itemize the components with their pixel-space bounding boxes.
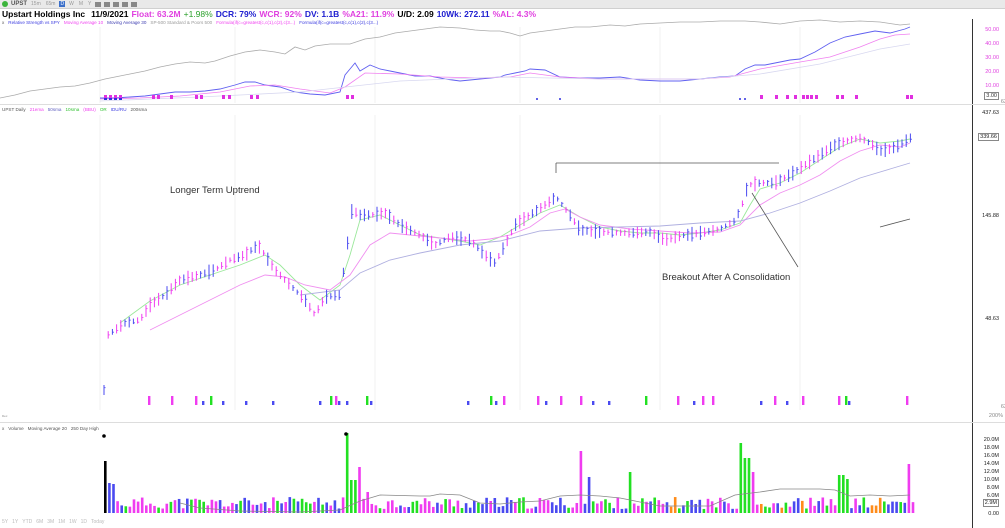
legend-rs-spy[interactable]: Relative Strength vs SPY (8, 20, 60, 25)
rs-chart (0, 19, 913, 103)
10wk-stat: 10Wk: 272.11 (436, 9, 490, 19)
current-date: 11/9/2021 (91, 9, 129, 19)
price-chart: Dec (2, 115, 912, 418)
legend-200sma[interactable]: 200sma (130, 107, 147, 112)
volume-current-value: 2.9M (982, 499, 999, 507)
wcr-stat: WCR: 92% (259, 9, 302, 19)
rs-current-value: 3.00 (984, 92, 999, 100)
al-stat: %AL: 4.3% (492, 9, 537, 19)
legend-formula-2[interactable]: Formula(if(c=greatest(c,c(1),c(2),c(3...… (299, 20, 379, 25)
bar-chart-icon[interactable] (104, 1, 111, 7)
settings-icon[interactable] (113, 1, 120, 7)
volume-legend: x Volume Moving Average 20 250 Day High (2, 426, 99, 431)
rs-legend: x Relative Strength vs SPY Moving Averag… (2, 20, 378, 25)
legend-50sma[interactable]: 50sma (47, 107, 62, 112)
range-ytd-button[interactable]: YTD (22, 519, 33, 525)
a21-stat: %A21: 11.9% (342, 9, 395, 19)
rs-y-axis: 50.00 40.00 30.00 20.00 10.00 3.00 63 (972, 19, 1005, 105)
top-toolbar: UPST 15m 65m D W M Y (0, 0, 1005, 9)
info-bar: Upstart Holdings Inc 11/9/2021 Float: 63… (0, 9, 1005, 19)
volume-panel: x Volume Moving Average 20 250 Day High … (0, 423, 1005, 528)
range-1y-button[interactable]: 1Y (12, 519, 19, 525)
price-legend: UPST Daily 21ema 50sma 10sma (BBU) OR ID… (2, 107, 147, 112)
company-name: Upstart Holdings Inc (2, 9, 86, 19)
zoom-level[interactable]: 200% (988, 413, 1003, 419)
svg-text:Dec: Dec (2, 414, 8, 418)
legend-ma10[interactable]: Moving Average 10 (63, 20, 104, 25)
interval-yearly-button[interactable]: Y (88, 1, 92, 7)
legend-or[interactable]: OR (99, 107, 107, 112)
dcr-stat: DCR: 79% (215, 9, 257, 19)
float-stat: Float: 63.2M (131, 9, 181, 19)
interval-daily-button[interactable]: D (59, 1, 66, 7)
legend-upst-daily[interactable]: UPST Daily (2, 107, 26, 112)
legend-ma30[interactable]: Moving Average 30 (107, 20, 147, 25)
dv-stat: DV: 1.1B (304, 9, 340, 19)
legend-volume[interactable]: Volume (8, 426, 24, 431)
range-1d-button[interactable]: 1D (80, 519, 88, 525)
legend-formula-1[interactable]: Formula(if(c=greatest(c,c(1),c(2),c(3...… (216, 20, 296, 25)
legend-bbu[interactable]: (BBU) (83, 107, 96, 112)
price-y-axis: 437.63 339.66 145.88 48.63 63 200% (972, 105, 1005, 422)
volume-y-axis: 20.0M 18.0M 16.0M 14.0M 12.0M 10.0M 8.0M… (972, 423, 1005, 528)
range-3m-button[interactable]: 3M (47, 519, 55, 525)
annotation-longer-term-uptrend: Longer Term Uptrend (170, 185, 260, 196)
legend-21ema[interactable]: 21ema (29, 107, 44, 112)
close-panel-icon[interactable]: x (2, 20, 5, 25)
ud-stat: U/D: 2.09 (397, 9, 434, 19)
chart-type-icon[interactable] (95, 1, 102, 7)
range-buttons: 5Y 1Y YTD 6M 3M 1M 1W 1D Today (2, 519, 104, 525)
legend-spx[interactable]: SP-500 Standard & Poors 500 (150, 20, 213, 25)
legend-10sma[interactable]: 10sma (65, 107, 80, 112)
annotation-breakout: Breakout After A Consolidation (662, 272, 791, 283)
interval-weekly-button[interactable]: W (69, 1, 74, 7)
interval-monthly-button[interactable]: M (78, 1, 84, 7)
price-panel: UPST Daily 21ema 50sma 10sma (BBU) OR ID… (0, 105, 1005, 423)
range-6m-button[interactable]: 6M (36, 519, 44, 525)
change-stat: +1.98% (183, 9, 213, 19)
legend-ma20[interactable]: Moving Average 20 (27, 426, 67, 431)
range-1m-button[interactable]: 1M (58, 519, 66, 525)
volume-chart (102, 432, 915, 513)
range-5y-button[interactable]: 5Y (2, 519, 9, 525)
app-logo-icon (2, 1, 8, 7)
close-volume-panel-icon[interactable]: x (2, 426, 5, 431)
relative-strength-panel: x Relative Strength vs SPY Moving Averag… (0, 19, 1005, 105)
eraser-icon[interactable] (131, 1, 138, 7)
draw-pen-icon[interactable] (122, 1, 129, 7)
interval-15m-button[interactable]: 15m (31, 1, 41, 7)
legend-250-day-high[interactable]: 250 Day High (70, 426, 99, 431)
interval-65m-button[interactable]: 65m (45, 1, 56, 7)
legend-idu-ru[interactable]: IDU/RU (110, 107, 127, 112)
price-current-value: 339.66 (978, 133, 999, 141)
symbol-label[interactable]: UPST (11, 1, 28, 7)
range-today-button[interactable]: Today (91, 519, 105, 525)
range-1w-button[interactable]: 1W (69, 519, 77, 525)
